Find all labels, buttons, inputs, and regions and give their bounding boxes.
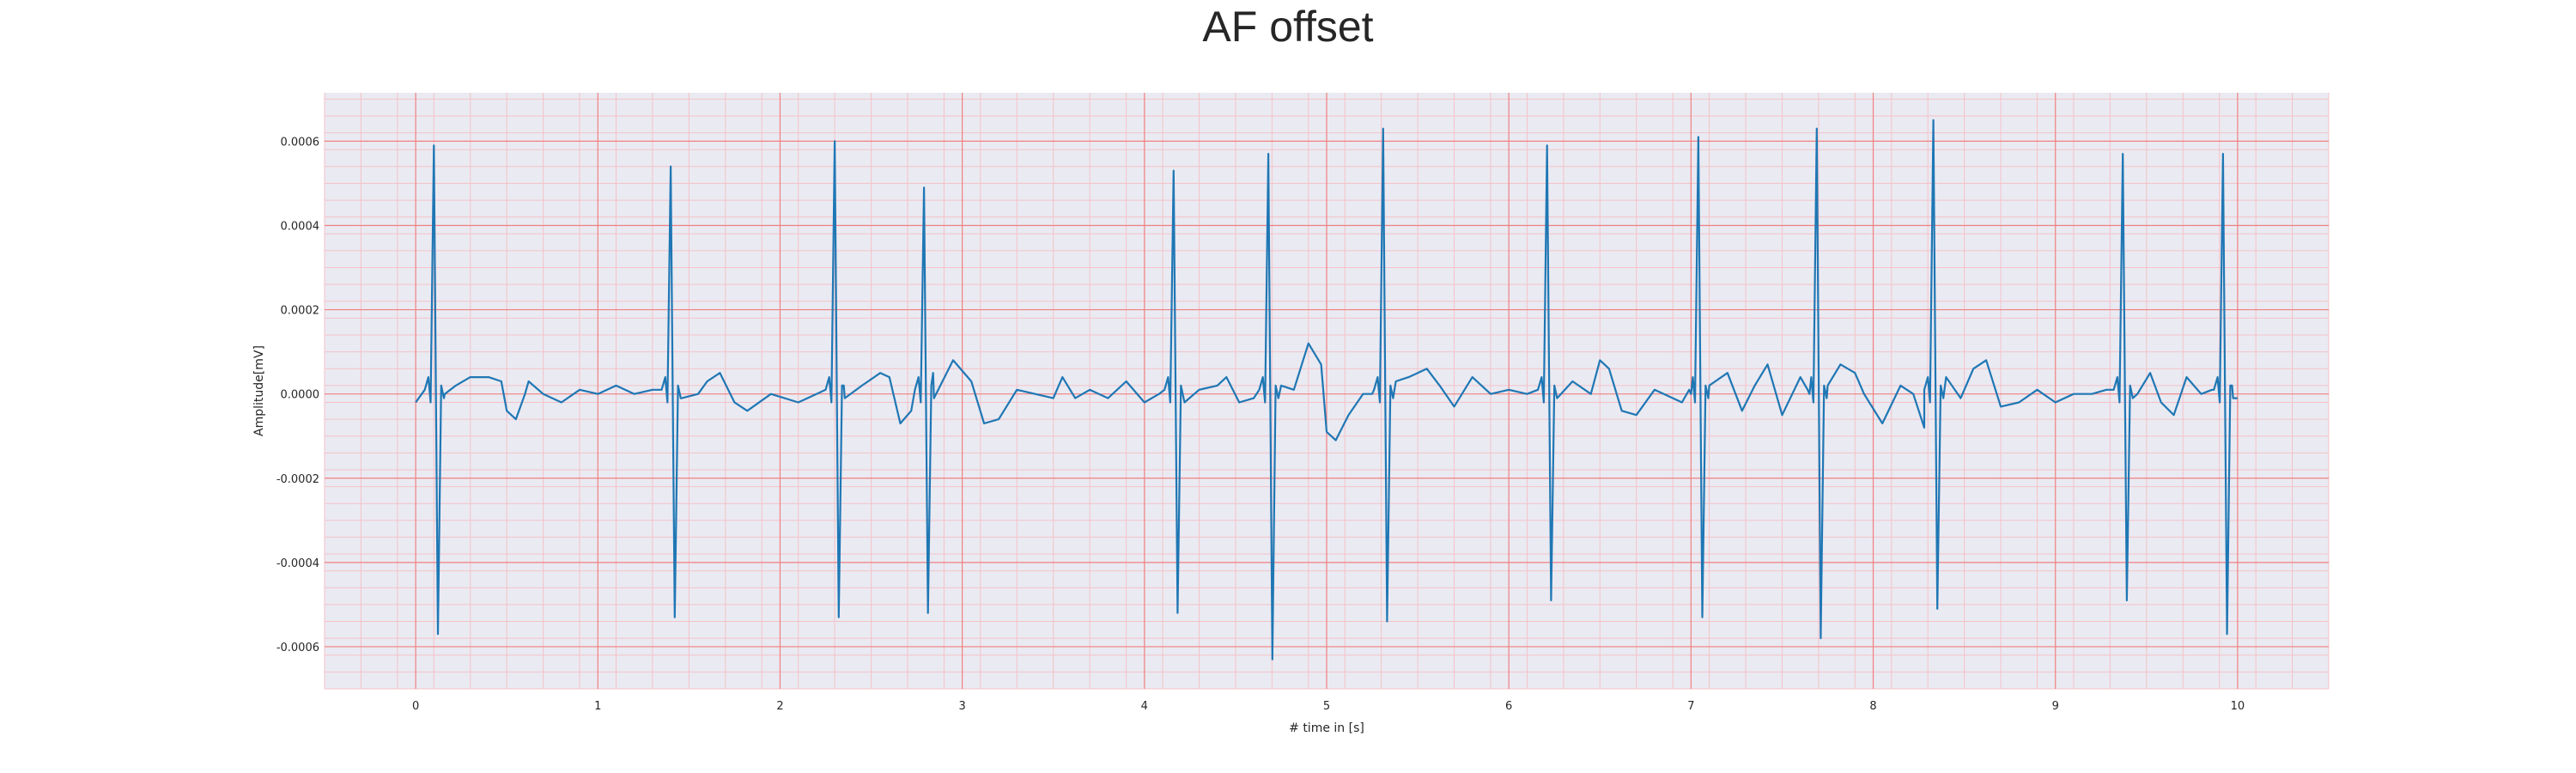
x-tick-label: 10: [2231, 700, 2245, 713]
x-tick-label: 8: [1869, 700, 1876, 713]
x-tick-label: 7: [1687, 700, 1694, 713]
x-axis-label: # time in [s]: [1289, 721, 1364, 735]
x-tick-label: 3: [958, 700, 965, 713]
y-tick-label: 0.0004: [281, 220, 320, 233]
x-tick-label: 2: [776, 700, 783, 713]
y-tick-label: -0.0006: [276, 642, 319, 654]
x-tick-label: 4: [1141, 700, 1148, 713]
x-tick-label: 0: [412, 700, 419, 713]
x-tick-label: 5: [1323, 700, 1330, 713]
x-tick-label: 6: [1505, 700, 1512, 713]
y-tick-label: 0.0000: [281, 389, 320, 402]
y-tick-label: -0.0004: [276, 557, 319, 570]
y-tick-label: 0.0006: [281, 136, 320, 149]
y-tick-label: 0.0002: [281, 305, 320, 318]
y-tick-label: -0.0002: [276, 473, 319, 486]
y-axis-label: Amplitude[mV]: [252, 345, 266, 436]
x-tick-labels: 0 1 2 3 4 5 6 7 8 9 10: [412, 700, 2245, 713]
y-tick-labels: -0.0006 -0.0004 -0.0002 0.0000 0.0002 0.0004 0…: [276, 136, 319, 654]
x-tick-label: 1: [594, 700, 601, 713]
x-tick-label: 9: [2052, 700, 2059, 713]
